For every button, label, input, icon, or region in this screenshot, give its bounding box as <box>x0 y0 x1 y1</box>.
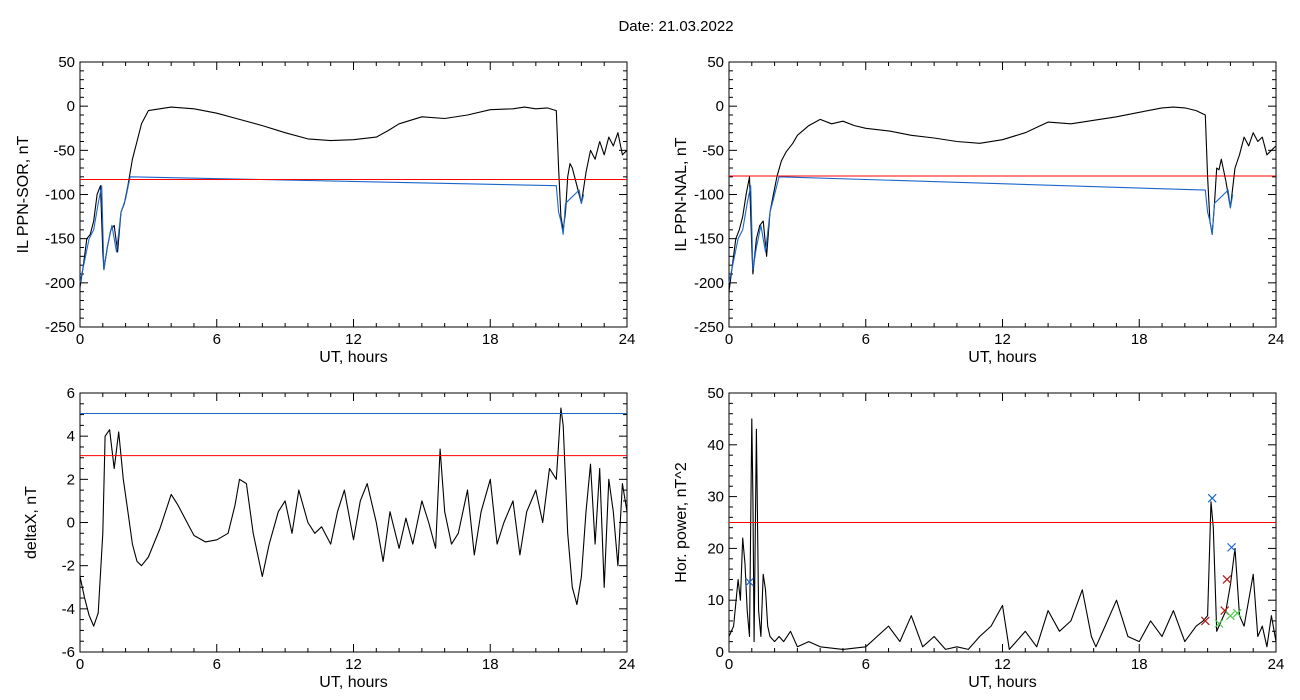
y-tick-label: 4 <box>67 428 75 445</box>
x-marker-stroke <box>1207 493 1217 503</box>
page-title: Date: 21.03.2022 <box>618 18 734 35</box>
y-tick-label: 10 <box>707 592 724 609</box>
y-tick-label: -50 <box>702 142 724 159</box>
x-tick-label: 12 <box>994 331 1011 348</box>
y-tick-label: -100 <box>694 187 724 204</box>
y-tick-label: 50 <box>58 54 75 71</box>
series-line <box>79 106 628 288</box>
y-tick-label: -250 <box>45 319 75 336</box>
y-tick-label: 6 <box>67 385 75 402</box>
y-axis-label: IL PPN-SOR, nT <box>15 135 32 253</box>
x-tick-label: 12 <box>345 656 362 673</box>
y-axis-label: Hor. power, nT^2 <box>673 462 690 583</box>
series-line <box>728 106 1277 292</box>
x-marker <box>745 577 754 587</box>
x-marker-stroke <box>1225 611 1235 621</box>
chart-il-ppn-sor: 0 6 12 18 24 -250 -200 -150 -100 -50 0 50 UT, hours I… <box>15 54 635 366</box>
x-marker-stroke <box>745 577 754 587</box>
y-tick-label: -200 <box>694 275 724 292</box>
x-tick-label: 0 <box>76 331 84 348</box>
y-tick-label: -4 <box>62 601 75 618</box>
y-tick-label: 0 <box>67 515 75 532</box>
x-tick-label: 18 <box>1131 656 1148 673</box>
x-tick-label: 18 <box>482 331 499 348</box>
x-tick-label: 18 <box>482 656 499 673</box>
x-tick-label: 12 <box>994 656 1011 673</box>
x-tick-label: 0 <box>76 656 84 673</box>
x-axis-label: UT, hours <box>968 349 1036 366</box>
x-marker-stroke <box>1200 616 1210 626</box>
chart-il-ppn-nal: 0 6 12 18 24 -250 -200 -150 -100 -50 0 50 UT, hours I… <box>673 54 1284 366</box>
y-tick-label: 0 <box>716 98 724 115</box>
y-tick-label: -200 <box>45 275 75 292</box>
y-tick-label: -150 <box>45 231 75 248</box>
x-axis-label: UT, hours <box>319 349 387 366</box>
x-axis-label: UT, hours <box>319 674 387 691</box>
x-tick-label: 24 <box>619 331 636 348</box>
y-tick-label: -6 <box>62 644 75 661</box>
y-tick-label: -150 <box>694 231 724 248</box>
y-tick-label: -250 <box>694 319 724 336</box>
highlight-series-line <box>728 176 1234 283</box>
x-tick-label: 0 <box>725 331 733 348</box>
plot-frame <box>79 61 628 328</box>
x-tick-label: 6 <box>862 331 870 348</box>
x-tick-label: 6 <box>862 656 870 673</box>
y-tick-label: 30 <box>707 489 724 506</box>
y-tick-label: 2 <box>67 471 75 488</box>
x-tick-label: 6 <box>213 331 221 348</box>
chart-hor-power: 0 6 12 18 24 0 10 20 30 40 50 UT, hours Hor. power, … <box>673 385 1284 691</box>
y-tick-label: 50 <box>707 385 724 402</box>
x-tick-label: 24 <box>1268 656 1285 673</box>
x-marker <box>1232 608 1242 618</box>
y-tick-label: 50 <box>707 54 724 71</box>
x-marker <box>1222 575 1232 584</box>
x-marker <box>1207 493 1217 503</box>
x-tick-label: 24 <box>619 656 636 673</box>
x-marker-stroke <box>1227 542 1236 552</box>
series-line <box>79 407 628 627</box>
y-tick-label: 20 <box>707 540 724 557</box>
x-tick-label: 24 <box>1268 331 1285 348</box>
x-marker <box>1225 611 1235 621</box>
y-tick-label: -2 <box>62 558 75 575</box>
x-marker <box>1227 542 1236 552</box>
plot-frame <box>728 61 1277 328</box>
y-tick-label: 40 <box>707 437 724 454</box>
series-line <box>728 418 1277 650</box>
x-tick-label: 18 <box>1131 331 1148 348</box>
y-tick-label: 0 <box>716 644 724 661</box>
x-marker-stroke <box>1222 575 1232 584</box>
x-marker <box>1214 619 1224 628</box>
y-tick-label: 0 <box>67 98 75 115</box>
x-marker-stroke <box>1232 608 1242 618</box>
x-tick-label: 0 <box>725 656 733 673</box>
y-tick-label: -50 <box>53 142 75 159</box>
y-tick-label: -100 <box>45 187 75 204</box>
x-axis-label: UT, hours <box>968 674 1036 691</box>
y-axis-label: deltaX, nT <box>23 486 40 559</box>
x-marker <box>1200 616 1210 626</box>
x-tick-label: 12 <box>345 331 362 348</box>
x-marker-stroke <box>1220 606 1230 615</box>
y-axis-label: IL PPN-NAL, nT <box>673 137 690 251</box>
x-marker-stroke <box>1214 619 1224 628</box>
x-tick-label: 6 <box>213 656 221 673</box>
highlight-series-line <box>79 176 585 283</box>
